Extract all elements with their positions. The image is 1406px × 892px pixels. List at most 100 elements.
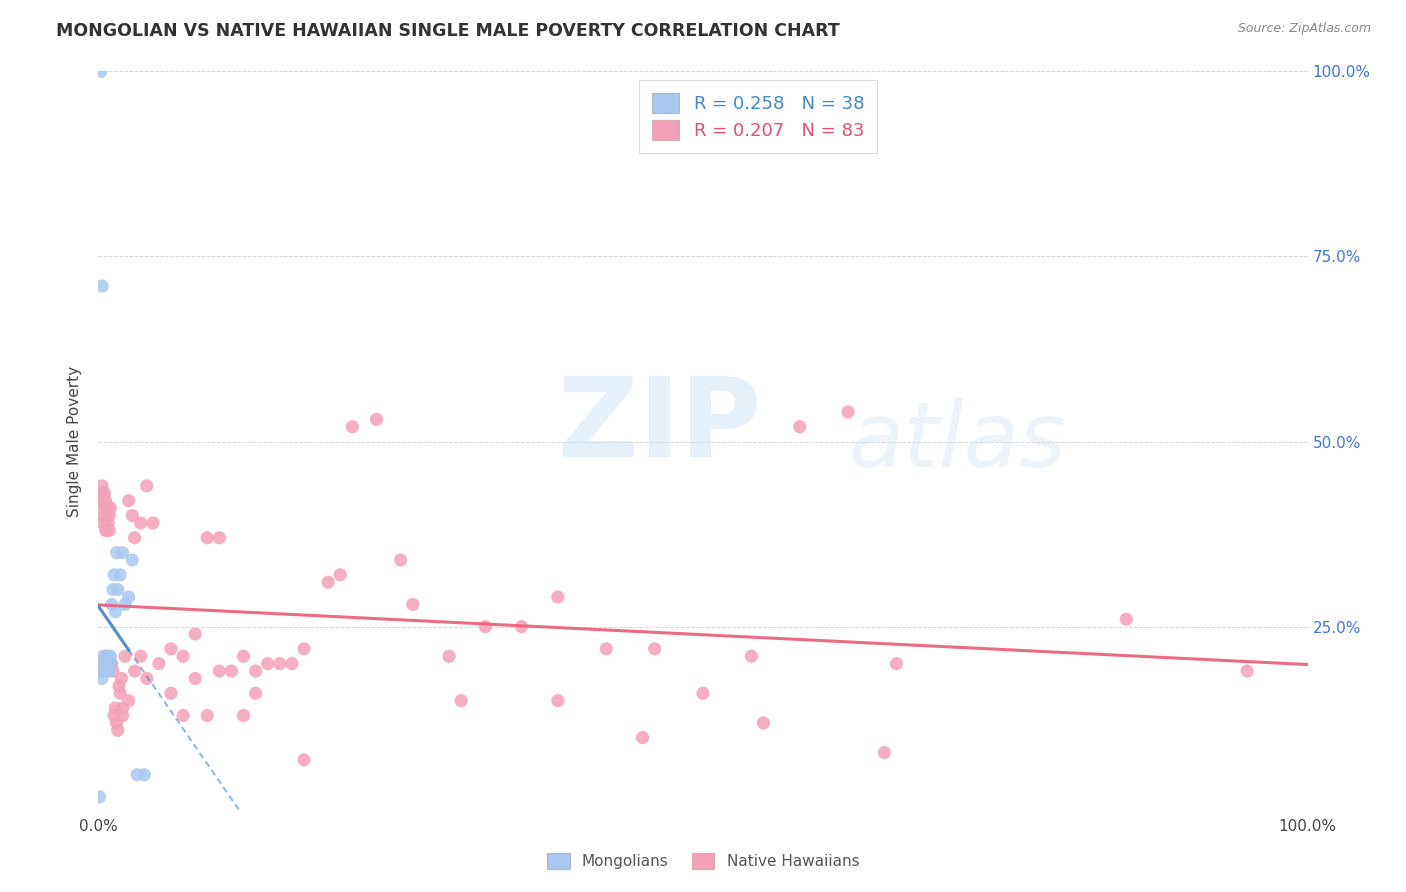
Point bbox=[195, 708, 218, 723]
Point bbox=[595, 641, 617, 656]
Point bbox=[292, 641, 315, 656]
Point bbox=[96, 657, 118, 671]
Point bbox=[135, 672, 157, 686]
Point bbox=[100, 657, 122, 671]
Point bbox=[172, 708, 194, 723]
Point bbox=[366, 412, 388, 426]
Point bbox=[101, 582, 124, 597]
Point bbox=[93, 657, 115, 671]
Point bbox=[127, 767, 149, 781]
Point bbox=[94, 524, 117, 538]
Point bbox=[740, 649, 762, 664]
Point bbox=[114, 649, 136, 664]
Point bbox=[91, 657, 114, 671]
Point bbox=[692, 686, 714, 700]
Point bbox=[104, 605, 127, 619]
Point bbox=[94, 493, 117, 508]
Point bbox=[108, 679, 131, 693]
Point bbox=[129, 516, 152, 530]
Point bbox=[269, 657, 291, 671]
Point bbox=[184, 627, 207, 641]
Point bbox=[98, 664, 121, 678]
Point bbox=[110, 672, 132, 686]
Point bbox=[316, 575, 339, 590]
Point bbox=[89, 789, 111, 804]
Point bbox=[111, 708, 134, 723]
Point bbox=[118, 493, 141, 508]
Point bbox=[97, 657, 120, 671]
Point bbox=[93, 486, 115, 500]
Point bbox=[93, 664, 115, 678]
Point bbox=[93, 501, 115, 516]
Point bbox=[105, 715, 128, 730]
Point bbox=[510, 619, 533, 633]
Point bbox=[97, 649, 120, 664]
Point bbox=[124, 664, 146, 678]
Point bbox=[111, 546, 134, 560]
Point bbox=[402, 598, 425, 612]
Y-axis label: Single Male Poverty: Single Male Poverty bbox=[67, 366, 83, 517]
Point bbox=[100, 501, 122, 516]
Point bbox=[91, 649, 114, 664]
Legend: Mongolians, Native Hawaiians: Mongolians, Native Hawaiians bbox=[540, 847, 866, 875]
Point bbox=[103, 567, 125, 582]
Text: atlas: atlas bbox=[848, 398, 1066, 485]
Point bbox=[107, 723, 129, 738]
Point bbox=[104, 701, 127, 715]
Point bbox=[124, 531, 146, 545]
Point bbox=[256, 657, 278, 671]
Point bbox=[221, 664, 243, 678]
Point bbox=[108, 686, 131, 700]
Point bbox=[886, 657, 908, 671]
Point bbox=[281, 657, 304, 671]
Legend: R = 0.258   N = 38, R = 0.207   N = 83: R = 0.258 N = 38, R = 0.207 N = 83 bbox=[640, 80, 877, 153]
Point bbox=[108, 567, 131, 582]
Point bbox=[121, 508, 143, 523]
Point bbox=[208, 531, 231, 545]
Point bbox=[118, 590, 141, 604]
Point bbox=[90, 657, 112, 671]
Point bbox=[91, 672, 114, 686]
Point bbox=[1115, 612, 1137, 626]
Point bbox=[91, 664, 114, 678]
Point bbox=[90, 493, 112, 508]
Point bbox=[644, 641, 666, 656]
Point bbox=[160, 641, 183, 656]
Point bbox=[474, 619, 496, 633]
Point bbox=[107, 582, 129, 597]
Point bbox=[245, 686, 267, 700]
Point bbox=[547, 694, 569, 708]
Point bbox=[789, 419, 811, 434]
Point bbox=[100, 598, 122, 612]
Point bbox=[837, 405, 859, 419]
Point bbox=[91, 486, 114, 500]
Point bbox=[96, 508, 118, 523]
Point bbox=[100, 657, 122, 671]
Point bbox=[114, 598, 136, 612]
Point bbox=[547, 590, 569, 604]
Point bbox=[329, 567, 352, 582]
Point bbox=[752, 715, 775, 730]
Point bbox=[103, 708, 125, 723]
Point bbox=[90, 664, 112, 678]
Point bbox=[245, 664, 267, 678]
Point bbox=[91, 516, 114, 530]
Point bbox=[134, 767, 156, 781]
Point bbox=[184, 672, 207, 686]
Point bbox=[1236, 664, 1258, 678]
Point bbox=[232, 708, 254, 723]
Point bbox=[101, 664, 124, 678]
Point bbox=[97, 516, 120, 530]
Point bbox=[96, 524, 118, 538]
Point bbox=[232, 649, 254, 664]
Point bbox=[208, 664, 231, 678]
Point bbox=[160, 686, 183, 700]
Point bbox=[94, 657, 117, 671]
Text: MONGOLIAN VS NATIVE HAWAIIAN SINGLE MALE POVERTY CORRELATION CHART: MONGOLIAN VS NATIVE HAWAIIAN SINGLE MALE… bbox=[56, 22, 839, 40]
Point bbox=[437, 649, 460, 664]
Point bbox=[93, 657, 115, 671]
Point bbox=[292, 753, 315, 767]
Point bbox=[91, 657, 114, 671]
Point bbox=[91, 508, 114, 523]
Point bbox=[91, 279, 114, 293]
